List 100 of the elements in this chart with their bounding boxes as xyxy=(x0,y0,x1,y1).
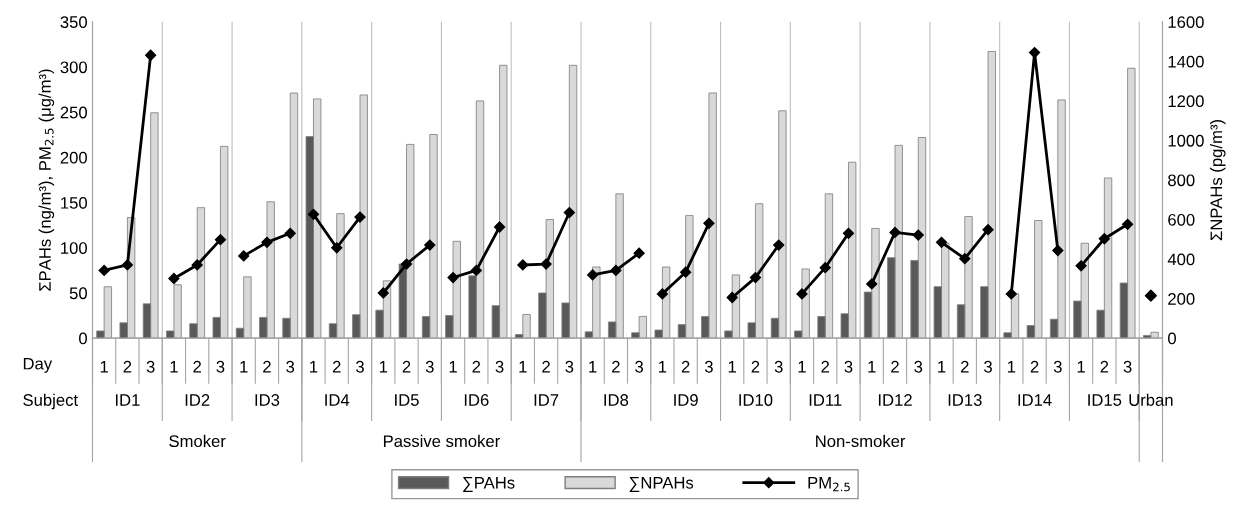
point xyxy=(1005,288,1017,300)
point xyxy=(540,258,552,270)
point xyxy=(703,217,715,229)
x-tick-label: 1 xyxy=(938,361,946,373)
x-tick-label: 1 xyxy=(170,361,178,373)
point xyxy=(400,258,413,270)
legend-label: ∑PAHs xyxy=(463,477,515,492)
point xyxy=(563,206,575,219)
x-tick-label: 1 xyxy=(379,361,388,373)
x-tick-label: 3 xyxy=(704,360,713,373)
text: ID1 xyxy=(115,394,140,406)
x-tick-label: 2 xyxy=(612,360,620,373)
point xyxy=(749,272,762,284)
x-tick-label: 2 xyxy=(1030,360,1039,373)
x-tick-label: 3 xyxy=(844,360,853,373)
point xyxy=(168,272,180,285)
x-tick-label: 3 xyxy=(1123,360,1132,373)
x-tick-label: 3 xyxy=(1053,360,1062,373)
y2-tick-label: 1600 xyxy=(1168,16,1204,28)
text: ID7 xyxy=(534,394,559,406)
x-tick-label: 2 xyxy=(960,360,969,373)
point xyxy=(1122,218,1134,230)
x-tick-label: 2 xyxy=(681,360,690,373)
point xyxy=(191,259,203,271)
y-tick-label: 250 xyxy=(60,106,87,119)
text: ID9 xyxy=(674,394,698,406)
x-tick-label: 2 xyxy=(821,360,830,373)
y2-tick-label: 1200 xyxy=(1168,95,1204,108)
point xyxy=(214,234,227,246)
x-tick-label: 1 xyxy=(240,361,248,373)
y-tick-label: 200 xyxy=(60,151,87,164)
point xyxy=(447,272,459,284)
x-tick-label: 2 xyxy=(332,360,341,373)
point xyxy=(424,239,436,251)
y-tick-label: 50 xyxy=(69,287,87,300)
point xyxy=(610,264,622,276)
point xyxy=(1144,289,1157,302)
text: Urban xyxy=(1129,393,1173,406)
point xyxy=(773,239,785,251)
point xyxy=(145,49,157,61)
point xyxy=(889,226,901,239)
x-tick-label: 1 xyxy=(728,361,736,373)
x-tick-label: 1 xyxy=(519,361,527,373)
point xyxy=(982,224,994,236)
x-tick-label: 1 xyxy=(868,361,876,373)
x-tick-label: 2 xyxy=(891,360,899,373)
text: ID4 xyxy=(325,394,350,406)
text: ID3 xyxy=(255,394,280,406)
x-tick-label: 1 xyxy=(589,361,597,373)
x-tick-label: 2 xyxy=(193,360,201,373)
point xyxy=(470,264,482,276)
x-tick-label: 3 xyxy=(635,360,644,373)
y2-tick-label: 400 xyxy=(1167,253,1195,266)
point xyxy=(261,236,273,248)
point xyxy=(331,242,343,254)
text: ID2 xyxy=(185,394,210,406)
point xyxy=(1075,260,1087,272)
y2-tick-label: 200 xyxy=(1168,293,1195,305)
x-tick-label: 2 xyxy=(123,360,132,373)
x-tick-label: 3 xyxy=(565,360,574,373)
point xyxy=(517,259,529,271)
text: Passive smoker xyxy=(383,434,500,448)
x-tick-label: 3 xyxy=(774,360,783,373)
y2-tick-label: 800 xyxy=(1168,174,1195,187)
y-tick-label: 350 xyxy=(60,16,87,28)
text: ID10 xyxy=(739,394,773,406)
y2-tick-label: 1000 xyxy=(1168,134,1204,147)
point xyxy=(1052,244,1064,257)
y2-tick-label: 600 xyxy=(1168,213,1195,226)
text: ID14 xyxy=(1018,394,1052,406)
x-tick-label: 2 xyxy=(1100,360,1109,373)
x-tick-label: 1 xyxy=(659,361,667,373)
x-tick-label: 3 xyxy=(216,360,225,373)
legend-label: PM$_{2.5}$ xyxy=(808,476,850,492)
x-tick-label: 2 xyxy=(263,360,271,373)
point xyxy=(819,262,831,274)
point xyxy=(912,229,924,241)
x-tick-label: 2 xyxy=(402,360,411,373)
x-tick-label: 2 xyxy=(751,360,760,373)
point xyxy=(587,269,599,281)
text: ID15 xyxy=(1088,394,1122,406)
x-tick-label: 1 xyxy=(310,361,318,373)
x-tick-label: 2 xyxy=(542,360,550,373)
y2-tick-label: 0 xyxy=(1168,332,1176,345)
y-tick-label: 100 xyxy=(61,242,87,254)
x-tick-label: 1 xyxy=(798,361,806,373)
text: Non-smoker xyxy=(816,434,906,448)
text: Smoker xyxy=(169,434,226,448)
x-tick-label: 3 xyxy=(286,360,295,373)
point xyxy=(121,259,133,271)
point xyxy=(238,250,250,262)
point xyxy=(866,278,878,290)
point xyxy=(935,236,948,248)
point xyxy=(656,288,668,300)
text: Subject xyxy=(23,393,78,410)
point xyxy=(307,208,320,220)
x-tick-label: 3 xyxy=(984,360,992,373)
point xyxy=(633,247,645,259)
x-tick-label: 3 xyxy=(146,360,155,373)
text: ID5 xyxy=(395,394,419,406)
